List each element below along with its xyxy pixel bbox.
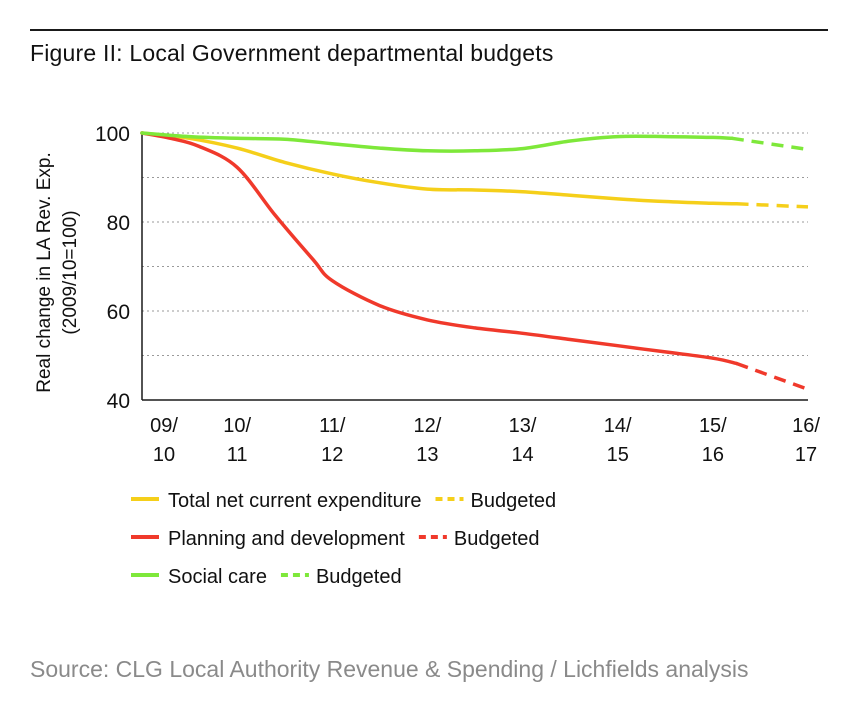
x-tick-label-1-line1: 10/ — [223, 415, 251, 437]
x-tick-label-0-line2: 10 — [153, 444, 175, 466]
y-ticks: 40 60 80 100 — [95, 123, 130, 413]
x-tick-label-4-line1: 13/ — [509, 415, 537, 437]
series-lines — [140, 131, 809, 391]
legend-budgeted-label-planning-and-development: Budgeted — [454, 528, 540, 550]
series-budgeted-line-planning-and-development — [736, 361, 809, 391]
x-tick-label-2-line1: 11/ — [319, 415, 346, 437]
axes — [141, 133, 808, 401]
x-tick-label-5-line2: 15 — [607, 444, 629, 466]
y-axis-label: Real change in LA Rev. Exp. (2009/10=100) — [34, 152, 81, 392]
source-note: Source: CLG Local Authority Revenue & Sp… — [30, 656, 749, 682]
legend-label-total-net-current-expenditure: Total net current expenditure — [168, 490, 422, 512]
x-tick-label-4-line2: 14 — [511, 444, 533, 466]
gridlines — [142, 132, 808, 356]
x-tick-label-7-line2: 17 — [795, 444, 817, 466]
legend-budgeted-label-social-care: Budgeted — [316, 566, 402, 588]
series-budgeted-line-social-care — [731, 136, 809, 152]
series-line-social-care — [140, 131, 734, 153]
y-tick-label-60: 60 — [107, 301, 130, 324]
top-rule — [30, 29, 828, 31]
x-tick-label-0-line1: 09/ — [150, 415, 178, 437]
legend-budgeted-label-total-net-current-expenditure: Budgeted — [471, 490, 557, 512]
legend-label-social-care: Social care — [168, 566, 267, 588]
x-tick-label-1-line2: 11 — [227, 444, 248, 466]
figure-title: Figure II: Local Government departmental… — [30, 40, 554, 66]
x-tick-label-2-line2: 12 — [321, 444, 343, 466]
legend-label-planning-and-development: Planning and development — [168, 528, 405, 550]
x-tick-label-3-line1: 12/ — [414, 415, 442, 437]
series-line-total-net-current-expenditure — [140, 131, 739, 206]
series-budgeted-line-total-net-current-expenditure — [736, 202, 809, 209]
x-tick-label-3-line2: 13 — [416, 444, 438, 466]
x-tick-label-6-line2: 16 — [702, 444, 724, 466]
y-axis-label-line1: Real change in LA Rev. Exp. — [34, 152, 55, 392]
x-ticks: 09/10 10/11 11/12 12/13 13/14 14/15 15/16 16/17 — [150, 415, 820, 466]
y-tick-label-100: 100 — [95, 123, 130, 146]
x-tick-label-6-line1: 15/ — [699, 415, 727, 437]
series-line-planning-and-development — [140, 131, 739, 366]
y-axis-label-line2: (2009/10=100) — [60, 210, 81, 334]
x-tick-label-7-line1: 16/ — [792, 415, 820, 437]
y-tick-label-40: 40 — [107, 390, 130, 413]
legend: Total net current expenditure Budgeted Pla… — [131, 490, 556, 588]
y-tick-label-80: 80 — [107, 212, 130, 235]
x-tick-label-5-line1: 14/ — [604, 415, 632, 437]
